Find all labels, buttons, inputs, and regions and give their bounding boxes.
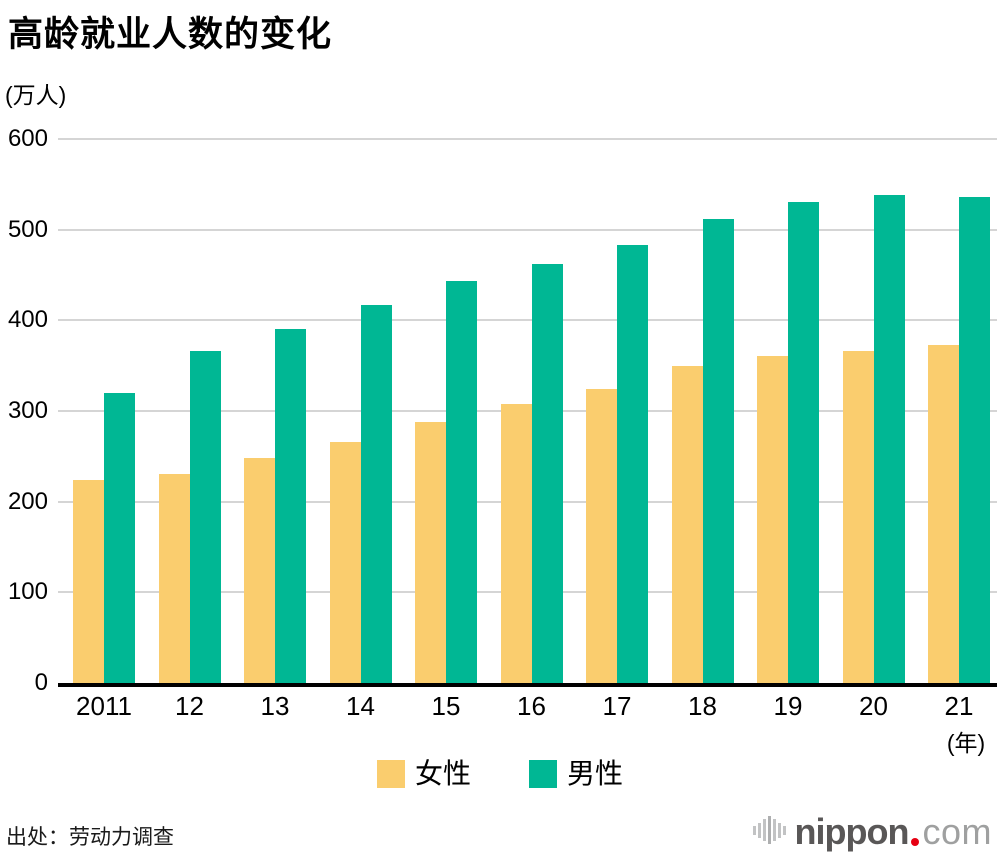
gridline-600 xyxy=(58,138,997,140)
y-tick-label-100: 100 xyxy=(7,578,48,606)
y-tick-label-500: 500 xyxy=(7,215,48,243)
legend-swatch-icon xyxy=(529,760,557,788)
legend-item-female: 女性 xyxy=(376,758,471,790)
legend-label: 男性 xyxy=(567,758,624,789)
legend-label: 女性 xyxy=(414,758,471,789)
bar-male-17 xyxy=(617,245,648,683)
bar-male-16 xyxy=(531,264,563,683)
x-tick-label-13: 13 xyxy=(260,691,290,721)
bar-male-19 xyxy=(788,202,819,683)
x-tick-label-17: 17 xyxy=(602,691,632,721)
logo-red-dot-icon xyxy=(911,838,920,846)
bar-male-18 xyxy=(702,219,734,683)
soundwave-bars-icon xyxy=(752,811,786,851)
logo-tld-text: com xyxy=(922,811,992,852)
gridline-400 xyxy=(58,319,997,322)
y-tick-label-400: 400 xyxy=(7,306,48,334)
x-tick-label-15: 15 xyxy=(431,691,461,721)
x-axis-line xyxy=(58,683,997,687)
bar-male-13 xyxy=(275,329,306,683)
y-tick-label-300: 300 xyxy=(7,397,48,424)
x-tick-label-14: 14 xyxy=(346,691,375,721)
x-tick-label-2011: 2011 xyxy=(76,691,132,721)
legend-item-male: 男性 xyxy=(529,758,623,790)
y-tick-label-200: 200 xyxy=(7,487,48,515)
bar-male-20 xyxy=(873,195,905,683)
x-tick-label-16: 16 xyxy=(517,691,546,721)
x-tick-label-21: 21 xyxy=(944,691,974,721)
bar-male-12 xyxy=(189,351,221,683)
legend-swatch-icon xyxy=(376,760,405,788)
bar-male-15 xyxy=(446,281,477,683)
source-note: 出处：劳动力调查 xyxy=(6,826,174,849)
bar-female-16 xyxy=(500,404,532,683)
bar-chart-plot-area xyxy=(58,138,997,683)
y-axis-unit-label: (万人) xyxy=(5,82,67,108)
bar-female-18 xyxy=(671,366,703,683)
x-tick-label-12: 12 xyxy=(175,691,204,721)
bar-male-21 xyxy=(959,197,990,683)
gridline-500 xyxy=(58,228,997,231)
bar-female-19 xyxy=(757,356,788,683)
bar-female-21 xyxy=(928,345,959,683)
bar-female-12 xyxy=(158,474,190,683)
chart-legend: 女性 男性 xyxy=(0,758,1000,790)
nippon-com-logo: nippon com xyxy=(752,811,992,852)
bar-female-13 xyxy=(244,458,275,683)
y-tick-label-0: 0 xyxy=(34,669,48,696)
bar-female-17 xyxy=(586,389,617,683)
x-tick-label-19: 19 xyxy=(773,691,803,721)
x-tick-label-20: 20 xyxy=(859,691,888,721)
logo-brand-text: nippon xyxy=(794,811,910,852)
bar-female-20 xyxy=(842,351,874,683)
bar-male-14 xyxy=(360,305,392,683)
y-tick-label-600: 600 xyxy=(7,125,48,152)
x-tick-label-18: 18 xyxy=(688,691,717,721)
x-axis-unit-label: (年) xyxy=(946,730,986,756)
bar-female-15 xyxy=(415,422,446,683)
bar-female-2011 xyxy=(73,480,104,683)
bar-female-14 xyxy=(329,442,361,683)
bar-male-2011 xyxy=(104,393,135,683)
page-title: 高龄就业人数的变化 xyxy=(8,15,333,54)
